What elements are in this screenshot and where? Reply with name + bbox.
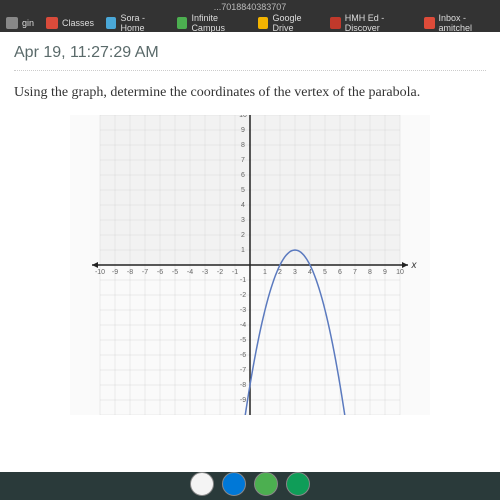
svg-text:7: 7 [241, 157, 245, 164]
timestamp: Apr 19, 11:27:29 AM [14, 40, 486, 71]
svg-text:-6: -6 [157, 269, 163, 276]
svg-text:-10: -10 [95, 269, 105, 276]
svg-text:1: 1 [263, 269, 267, 276]
bookmark-label: Infinite Campus [191, 13, 246, 33]
svg-text:-4: -4 [240, 322, 246, 329]
bookmark-label: gin [22, 18, 34, 28]
svg-text:-2: -2 [240, 292, 246, 299]
taskbar [190, 472, 310, 496]
svg-text:5: 5 [241, 187, 245, 194]
svg-text:8: 8 [241, 142, 245, 149]
svg-text:7: 7 [353, 269, 357, 276]
bookmark-icon [330, 17, 340, 29]
bookmark-infinite-campus[interactable]: Infinite Campus [177, 13, 246, 33]
bookmark-label: Google Drive [272, 13, 318, 33]
bookmark-google-drive[interactable]: Google Drive [258, 13, 318, 33]
bookmark-label: HMH Ed - Discover [345, 13, 412, 33]
svg-text:9: 9 [241, 127, 245, 134]
svg-text:-3: -3 [240, 307, 246, 314]
svg-text:6: 6 [241, 172, 245, 179]
svg-text:6: 6 [338, 269, 342, 276]
question-text: Using the graph, determine the coordinat… [14, 71, 486, 115]
bookmark-sora-home[interactable]: Sora - Home [106, 13, 165, 33]
svg-text:10: 10 [239, 115, 247, 119]
bookmark-icon [424, 17, 434, 29]
bookmark-hmh-ed-discover[interactable]: HMH Ed - Discover [330, 13, 412, 33]
svg-text:-5: -5 [172, 269, 178, 276]
bookmark-gin[interactable]: gin [6, 17, 34, 29]
svg-text:2: 2 [278, 269, 282, 276]
svg-text:3: 3 [293, 269, 297, 276]
svg-text:1: 1 [241, 247, 245, 254]
taskbar-edge-icon[interactable] [222, 472, 246, 496]
svg-text:-9: -9 [112, 269, 118, 276]
bookmark-classes[interactable]: Classes [46, 17, 94, 29]
svg-text:-1: -1 [240, 277, 246, 284]
svg-text:-7: -7 [240, 367, 246, 374]
url-bar: ...7018840383707 [0, 0, 500, 14]
svg-text:-8: -8 [127, 269, 133, 276]
svg-text:-3: -3 [202, 269, 208, 276]
svg-text:2: 2 [241, 232, 245, 239]
svg-text:3: 3 [241, 217, 245, 224]
bookmark-icon [106, 17, 116, 29]
svg-text:4: 4 [241, 202, 245, 209]
svg-text:-6: -6 [240, 352, 246, 359]
svg-text:5: 5 [323, 269, 327, 276]
bookmarks-bar: gin Classes Sora - Home Infinite Campus Goog… [0, 14, 500, 32]
bookmark-inbox-amitchel[interactable]: Inbox - amitchel [424, 13, 494, 33]
svg-text:9: 9 [383, 269, 387, 276]
svg-text:-9: -9 [240, 397, 246, 404]
svg-text:-4: -4 [187, 269, 193, 276]
parabola-chart: -10 -9 -8 -7 -6 -5 -4 -3 -2 -1 1 2 3 4 5 6 7 8 9 10 1 2 3 4 5 6 7 8… [70, 115, 430, 415]
svg-text:-1: -1 [232, 269, 238, 276]
svg-text:4: 4 [308, 269, 312, 276]
taskbar-files-icon[interactable] [254, 472, 278, 496]
svg-text:x: x [411, 260, 418, 271]
svg-text:-7: -7 [142, 269, 148, 276]
svg-text:-5: -5 [240, 337, 246, 344]
taskbar-mail-icon[interactable] [286, 472, 310, 496]
svg-text:-8: -8 [240, 382, 246, 389]
bookmark-label: Sora - Home [120, 13, 164, 33]
bookmark-icon [46, 17, 58, 29]
bookmark-icon [6, 17, 18, 29]
svg-text:8: 8 [368, 269, 372, 276]
bookmark-icon [177, 17, 187, 29]
svg-text:10: 10 [396, 269, 404, 276]
page-content: Apr 19, 11:27:29 AM Using the graph, det… [0, 32, 500, 472]
taskbar-chrome-icon[interactable] [190, 472, 214, 496]
bookmark-label: Classes [62, 18, 94, 28]
bookmark-icon [258, 17, 268, 29]
bookmark-label: Inbox - amitchel [439, 13, 494, 33]
svg-text:-2: -2 [217, 269, 223, 276]
